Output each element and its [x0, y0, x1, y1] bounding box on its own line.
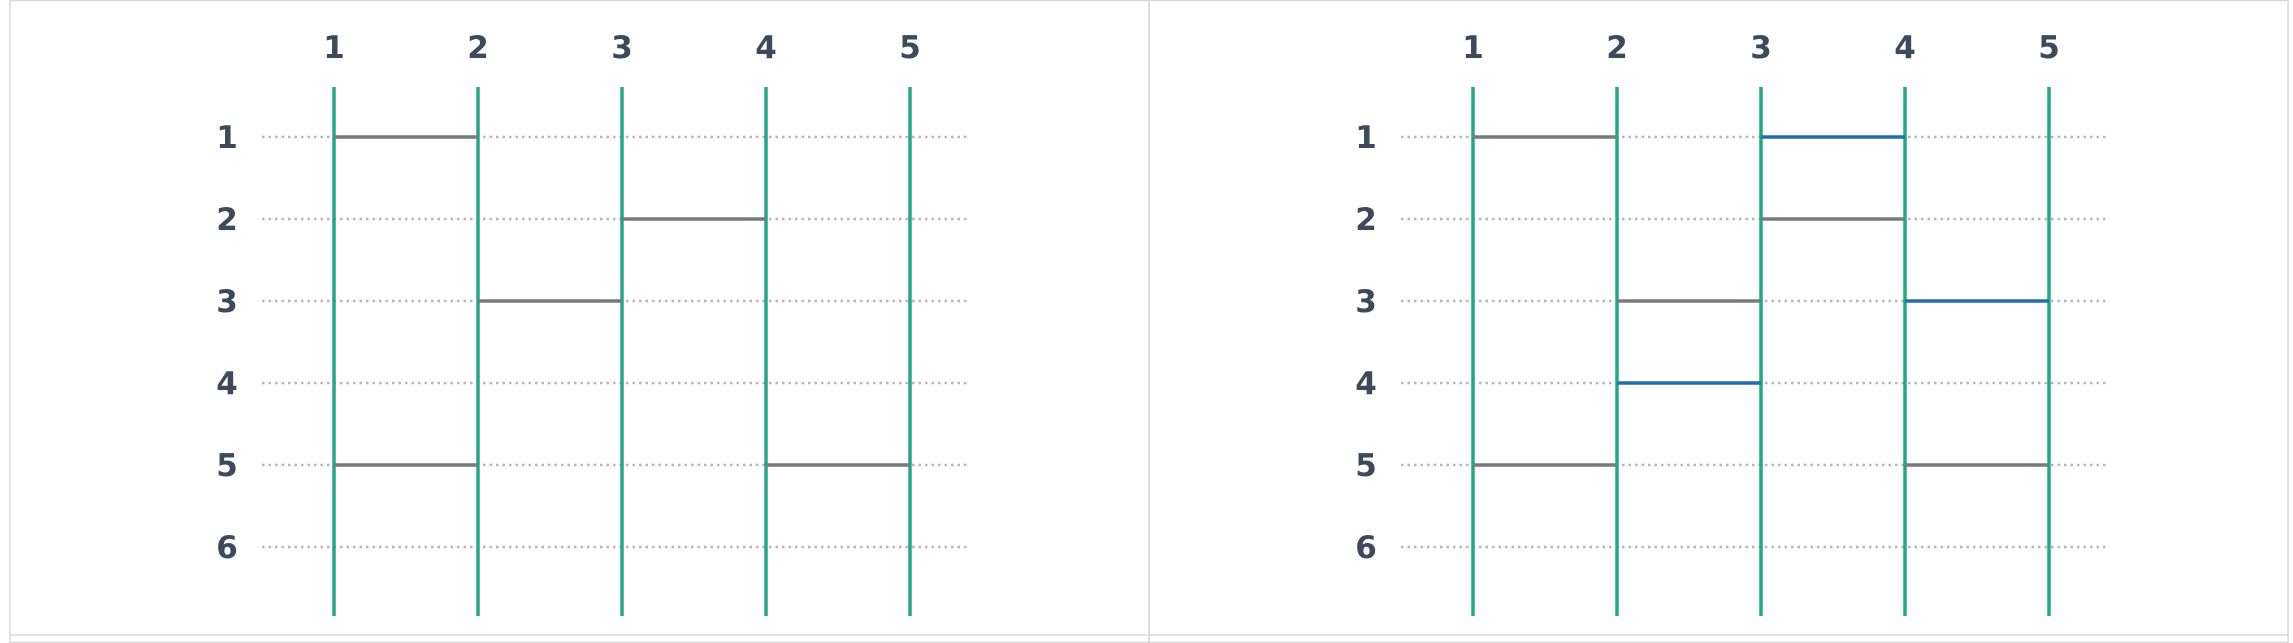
column-label: 2: [1606, 30, 1628, 66]
row-label: 2: [216, 202, 238, 238]
row-label: 5: [1355, 448, 1377, 484]
column-label: 3: [611, 30, 633, 66]
row-label: 4: [216, 366, 238, 402]
column-label: 4: [1894, 30, 1916, 66]
row-label: 3: [1355, 284, 1377, 320]
row-label: 5: [216, 448, 238, 484]
row-label: 3: [216, 284, 238, 320]
row-label: 1: [1355, 120, 1377, 156]
column-label: 1: [323, 30, 345, 66]
row-label: 2: [1355, 202, 1377, 238]
panel-border: [1148, 0, 2289, 643]
row-label: 6: [216, 530, 238, 566]
row-label: 4: [1355, 366, 1377, 402]
column-label: 1: [1462, 30, 1484, 66]
column-label: 2: [467, 30, 489, 66]
column-label: 5: [2038, 30, 2060, 66]
row-label: 1: [216, 120, 238, 156]
column-label: 3: [1750, 30, 1772, 66]
column-label: 5: [899, 30, 921, 66]
row-label: 6: [1355, 530, 1377, 566]
column-label: 4: [755, 30, 777, 66]
panel-border: [9, 0, 1150, 643]
